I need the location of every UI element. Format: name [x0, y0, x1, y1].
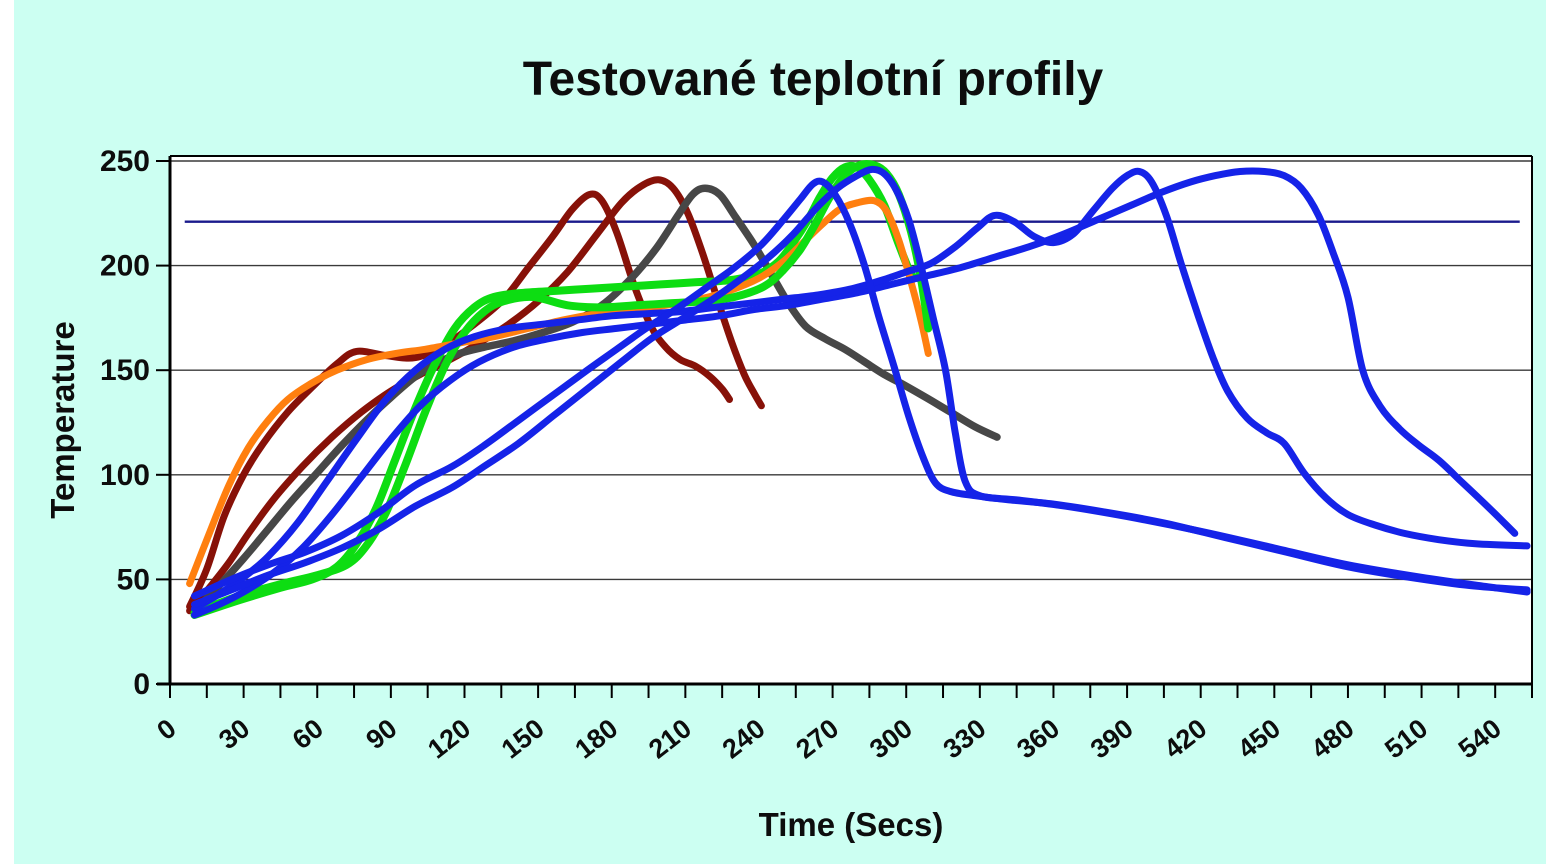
x-tick-label: 240: [717, 713, 771, 764]
x-tick-label: 330: [938, 713, 992, 764]
profile-blue-fast-2: [191, 165, 1531, 608]
x-tick-label: 0: [151, 713, 181, 746]
y-tick-label: 100: [100, 459, 150, 492]
x-tick-label: 150: [496, 713, 550, 764]
x-tick-label: 510: [1379, 713, 1433, 764]
x-tick-label: 360: [1011, 713, 1065, 764]
y-tick-label: 50: [117, 563, 150, 596]
profile-blue-ramp-late: [191, 167, 1519, 619]
profile-green-2: [190, 160, 933, 617]
left-margin-strip: [0, 0, 14, 864]
x-tick-label: 120: [422, 713, 476, 764]
x-tick-label: 300: [864, 713, 918, 764]
x-axis-title: Time (Secs): [758, 806, 944, 843]
x-tick-label: 90: [360, 713, 402, 755]
x-tick-label: 60: [287, 713, 329, 755]
x-tick-label: 270: [790, 713, 844, 764]
x-tick-label: 210: [643, 713, 697, 764]
profile-blue-ramp-mid: [191, 167, 1531, 613]
profile-orange: [186, 196, 932, 588]
x-tick-label: 180: [569, 713, 623, 764]
x-tick-label: 450: [1232, 713, 1286, 764]
profile-gray: [190, 184, 1001, 615]
profile-maroon-1: [186, 190, 733, 611]
y-tick-label: 200: [100, 250, 150, 283]
x-tick-label: 390: [1085, 713, 1139, 764]
x-tick-label: 480: [1306, 713, 1360, 764]
chart-title: Testované teplotní profily: [522, 53, 1104, 106]
x-tick-label: 30: [213, 713, 255, 755]
y-tick-label: 250: [100, 145, 150, 178]
x-tick-label: 420: [1158, 713, 1212, 764]
y-tick-label: 0: [133, 668, 150, 701]
x-tick-label: 540: [1453, 713, 1507, 764]
y-tick-label: 150: [100, 354, 150, 387]
